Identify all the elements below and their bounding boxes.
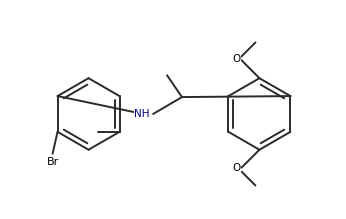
Text: NH: NH (135, 109, 150, 119)
Text: O: O (232, 163, 240, 173)
Text: Br: Br (46, 157, 59, 167)
Text: O: O (232, 54, 240, 64)
